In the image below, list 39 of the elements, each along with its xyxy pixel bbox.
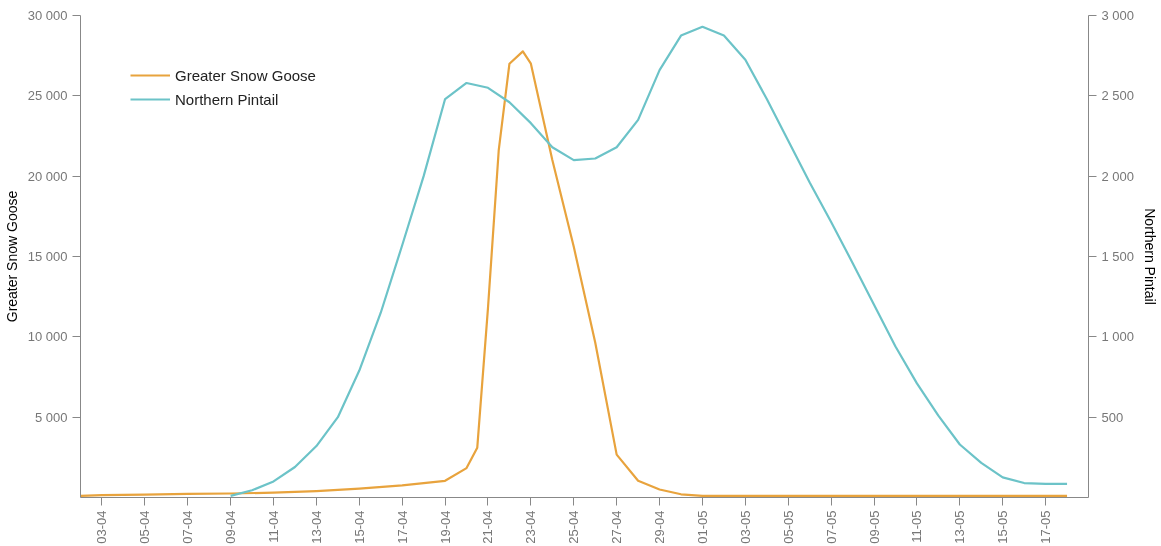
x-tick-label: 05-05 [780,510,796,544]
x-tick-label: 09-04 [223,510,239,544]
y2-axis-title: Northern Pintail [1142,208,1159,305]
x-tick-label: 25-04 [566,510,582,544]
y-tick-label: 10 000 [27,329,68,345]
y2-tick-label: 500 [1101,409,1124,425]
y2-tick-label: 2 500 [1101,88,1135,104]
x-tick-label: 03-04 [94,510,110,544]
x-tick-label: 09-05 [866,510,882,544]
x-tick-label: 15-04 [351,510,367,544]
legend-label: Greater Snow Goose [175,66,316,84]
y-tick-label: 20 000 [27,168,68,184]
x-tick-label: 13-05 [952,510,968,544]
x-tick-label: 11-04 [266,510,282,543]
x-tick-label: 17-05 [1038,510,1054,544]
y-tick-label: 25 000 [27,88,68,104]
x-tick-label: 11-05 [909,510,925,543]
x-tick-label: 01-05 [694,510,710,544]
x-tick-label: 13-04 [308,510,324,544]
x-tick-label: 03-05 [737,510,753,544]
y2-tick-label: 3 000 [1101,8,1135,23]
y-tick-label: 5 000 [34,409,68,425]
y-axis-title: Greater Snow Goose [3,190,20,323]
x-tick-label: 07-04 [180,510,196,544]
x-tick-label: 23-04 [523,510,539,544]
x-tick-label: 29-04 [652,510,668,544]
y-tick-label: 15 000 [27,249,68,264]
y-tick-label: 30 000 [27,8,68,23]
y2-tick-label: 1 000 [1101,329,1135,345]
x-tick-label: 07-05 [823,510,839,544]
x-tick-label: 05-04 [137,510,153,544]
x-tick-label: 17-04 [394,510,410,544]
x-tick-label: 19-04 [437,510,453,544]
x-tick-label: 15-05 [995,510,1011,544]
x-tick-label: 21-04 [480,510,496,544]
legend-label: Northern Pintail [175,90,279,108]
x-tick-label: 27-04 [609,510,625,544]
y2-tick-label: 2 000 [1101,168,1135,184]
y2-tick-label: 1 500 [1101,249,1135,264]
